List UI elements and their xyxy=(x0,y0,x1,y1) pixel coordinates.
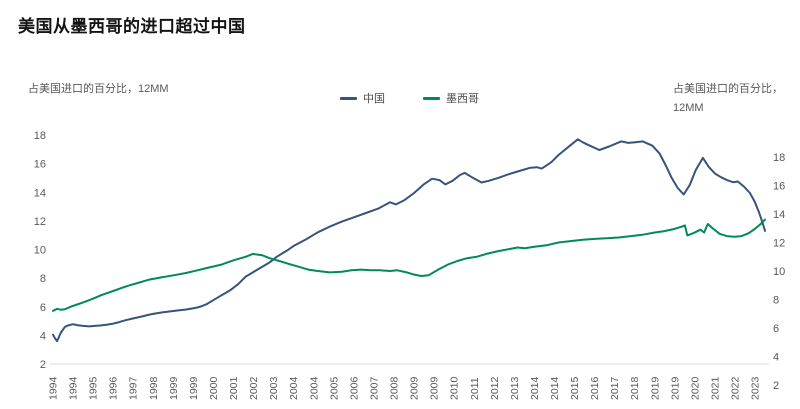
x-axis-tick-label: 1995 xyxy=(88,376,100,400)
x-axis-tick-label: 1996 xyxy=(108,376,120,400)
y-axis-right-tick-label: 8 xyxy=(773,295,779,307)
y-axis-right-tick-label: 14 xyxy=(773,209,785,221)
y-axis-right-tick-label: 16 xyxy=(773,181,785,193)
x-axis-tick-label: 1994 xyxy=(48,376,60,400)
x-axis-tick-label: 1999 xyxy=(168,376,180,400)
y-axis-right-tick-label: 2 xyxy=(773,380,779,392)
x-axis-tick-label: 2007 xyxy=(368,376,380,400)
legend-item-china[interactable]: 中国 xyxy=(340,90,385,106)
x-axis-tick-label: 2022 xyxy=(730,376,742,400)
x-axis-tick-label: 2000 xyxy=(208,376,220,400)
right-axis-caption-line1: 占美国进口的百分比， xyxy=(673,83,783,95)
right-axis-caption: 占美国进口的百分比， 12MM xyxy=(673,80,783,119)
x-axis-tick-label: 1998 xyxy=(148,376,160,400)
y-axis-right-tick-label: 10 xyxy=(773,266,785,278)
y-axis-right-tick-label: 6 xyxy=(773,323,779,335)
x-axis-tick-label: 2010 xyxy=(449,376,461,400)
x-axis-tick-label: 2016 xyxy=(589,376,601,400)
x-axis-tick-label: 2008 xyxy=(389,376,401,400)
y-axis-left-tick-label: 16 xyxy=(34,159,46,171)
chart-legend: 中国 墨西哥 xyxy=(340,90,479,106)
page-title: 美国从墨西哥的进口超过中国 xyxy=(18,17,246,36)
x-axis-tick-label: 1994 xyxy=(68,376,80,400)
x-axis-tick-label: 1997 xyxy=(128,376,140,400)
left-axis-caption: 占美国进口的百分比，12MM xyxy=(28,83,169,95)
y-axis-left-tick-label: 2 xyxy=(40,359,46,371)
y-axis-right-tick-label: 12 xyxy=(773,238,785,250)
x-axis-tick-label: 2009 xyxy=(429,376,441,400)
x-axis-tick-label: 2018 xyxy=(629,376,641,400)
x-axis-tick-label: 2005 xyxy=(328,376,340,400)
mexico-line xyxy=(52,218,766,312)
china-line-swatch xyxy=(340,96,357,100)
x-axis-tick-label: 2009 xyxy=(409,376,421,400)
x-axis-tick-label: 1999 xyxy=(188,376,200,400)
legend-label-china: 中国 xyxy=(363,93,385,105)
x-axis-tick-label: 2004 xyxy=(288,376,300,400)
x-axis-tick-label: 2019 xyxy=(669,376,681,400)
x-axis-tick-label: 2012 xyxy=(489,376,501,400)
y-axis-left-tick-label: 8 xyxy=(40,273,46,285)
x-axis-tick-label: 2014 xyxy=(549,376,561,400)
x-axis-tick-label: 2013 xyxy=(509,376,521,400)
x-axis-tick-label: 2006 xyxy=(348,376,360,400)
y-axis-left-tick-label: 4 xyxy=(40,330,46,342)
legend-item-mexico[interactable]: 墨西哥 xyxy=(423,90,479,106)
mexico-line-swatch xyxy=(423,96,440,100)
x-axis-tick-label: 2015 xyxy=(569,376,581,400)
x-axis-tick-label: 2011 xyxy=(469,377,481,400)
y-axis-left-tick-label: 18 xyxy=(34,130,46,142)
x-axis-tick-label: 2001 xyxy=(228,376,240,400)
x-axis-tick-label: 2023 xyxy=(750,376,762,400)
x-axis-tick-label: 2014 xyxy=(529,376,541,400)
y-axis-right-tick-label: 4 xyxy=(773,352,779,364)
x-axis-tick-label: 2021 xyxy=(709,376,721,400)
right-axis-caption-line2: 12MM xyxy=(673,102,704,115)
y-axis-right-tick-label: 18 xyxy=(773,152,785,164)
legend-label-mexico: 墨西哥 xyxy=(446,93,479,105)
x-axis-tick-label: 2017 xyxy=(609,376,621,400)
x-axis-tick-label: 2004 xyxy=(308,376,320,400)
y-axis-left-tick-label: 14 xyxy=(34,187,46,199)
y-axis-left-tick-label: 6 xyxy=(40,302,46,314)
x-axis-tick-label: 2003 xyxy=(268,376,280,400)
x-axis-tick-label: 2020 xyxy=(689,376,701,400)
x-axis-tick-label: 2019 xyxy=(649,376,661,400)
china-line xyxy=(52,138,766,343)
x-axis-tick-label: 2002 xyxy=(248,376,260,400)
y-axis-left-tick-label: 10 xyxy=(34,245,46,257)
y-axis-left-tick-label: 12 xyxy=(34,216,46,228)
